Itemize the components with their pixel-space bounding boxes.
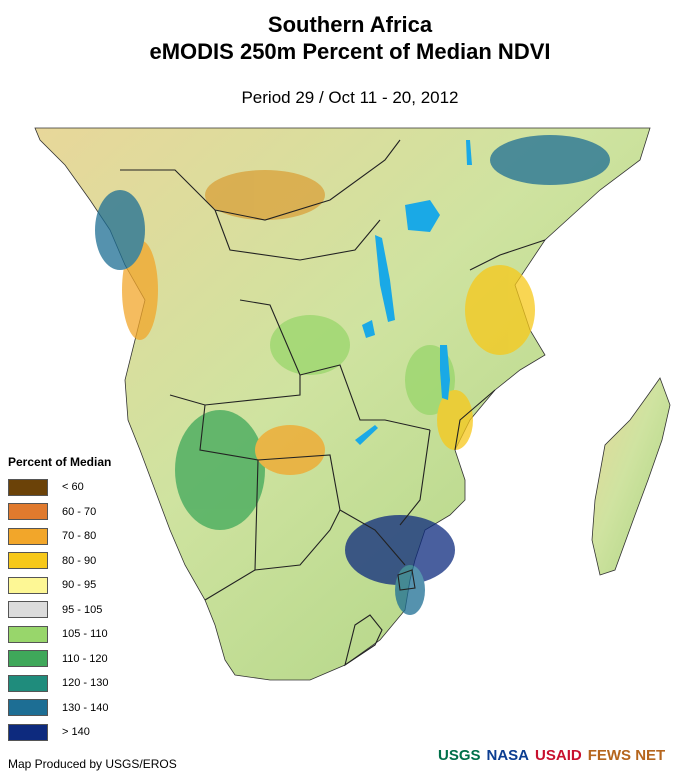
legend-label: 60 - 70: [62, 505, 97, 518]
legend-label: 80 - 90: [62, 554, 97, 567]
legend-swatch: [8, 527, 48, 545]
map-subtitle: eMODIS 250m Percent of Median NDVI: [149, 39, 551, 64]
lake-victoria: [405, 200, 440, 232]
usgs-logo: USGS: [438, 746, 481, 764]
legend-label: 70 - 80: [62, 530, 97, 543]
legend-label: 110 - 120: [62, 652, 108, 665]
legend-item: 110 - 120: [8, 647, 111, 672]
legend-swatch: [8, 601, 48, 619]
legend-label: 95 - 105: [62, 603, 103, 616]
legend-swatch: [8, 699, 48, 717]
map-title: Southern Africa: [267, 12, 433, 37]
legend-swatch: [8, 552, 48, 570]
legend-item: 130 - 140: [8, 696, 111, 721]
legend-swatch: [8, 723, 48, 741]
legend-item: 80 - 90: [8, 549, 111, 574]
lake-turkana: [466, 140, 472, 165]
legend-item: < 60: [8, 475, 111, 500]
legend: Percent of Median < 60 60 - 70 70 - 80 80 -…: [8, 455, 111, 745]
madagascar: [591, 377, 671, 576]
legend-item: 95 - 105: [8, 598, 111, 623]
legend-item: 60 - 70: [8, 500, 111, 525]
partner-logos: USGS NASA USAID FEWS NET: [438, 738, 693, 772]
legend-label: 120 - 130: [62, 677, 109, 690]
legend-swatch: [8, 650, 48, 668]
legend-title: Percent of Median: [8, 455, 112, 469]
nasa-logo: NASA: [486, 746, 530, 764]
legend-item: 90 - 95: [8, 573, 111, 598]
lake-mweru: [362, 320, 375, 338]
legend-swatch: [8, 503, 48, 521]
legend-label: 105 - 110: [62, 628, 108, 641]
legend-label: < 60: [62, 481, 84, 494]
legend-swatch: [8, 576, 48, 594]
lake-tanganyika: [375, 235, 395, 322]
country-borders: [120, 139, 546, 667]
legend-item: 105 - 110: [8, 622, 111, 647]
legend-label: 130 - 140: [62, 701, 109, 714]
legend-swatch: [8, 625, 48, 643]
legend-label: 90 - 95: [62, 579, 97, 592]
ndvi-map: [34, 127, 671, 681]
legend-swatch: [8, 478, 48, 496]
legend-swatch: [8, 674, 48, 692]
lake-kariba: [355, 425, 378, 445]
period-label: Period 29 / Oct 11 - 20, 2012: [241, 88, 459, 107]
legend-label: > 140: [62, 726, 90, 739]
lake-malawi: [440, 345, 450, 400]
usaid-logo: USAID: [535, 746, 582, 764]
legend-item: 120 - 130: [8, 671, 111, 696]
credit-text: Map Produced by USGS/EROS: [8, 757, 177, 771]
legend-item: 70 - 80: [8, 524, 111, 549]
ndvi-patches: [95, 135, 610, 615]
fews-net-logo: FEWS NET: [587, 746, 666, 764]
legend-item: > 140: [8, 720, 111, 745]
lakes: [355, 140, 472, 445]
legend-rows: < 60 60 - 70 70 - 80 80 - 90 90 - 95 95 - 105…: [8, 475, 111, 745]
